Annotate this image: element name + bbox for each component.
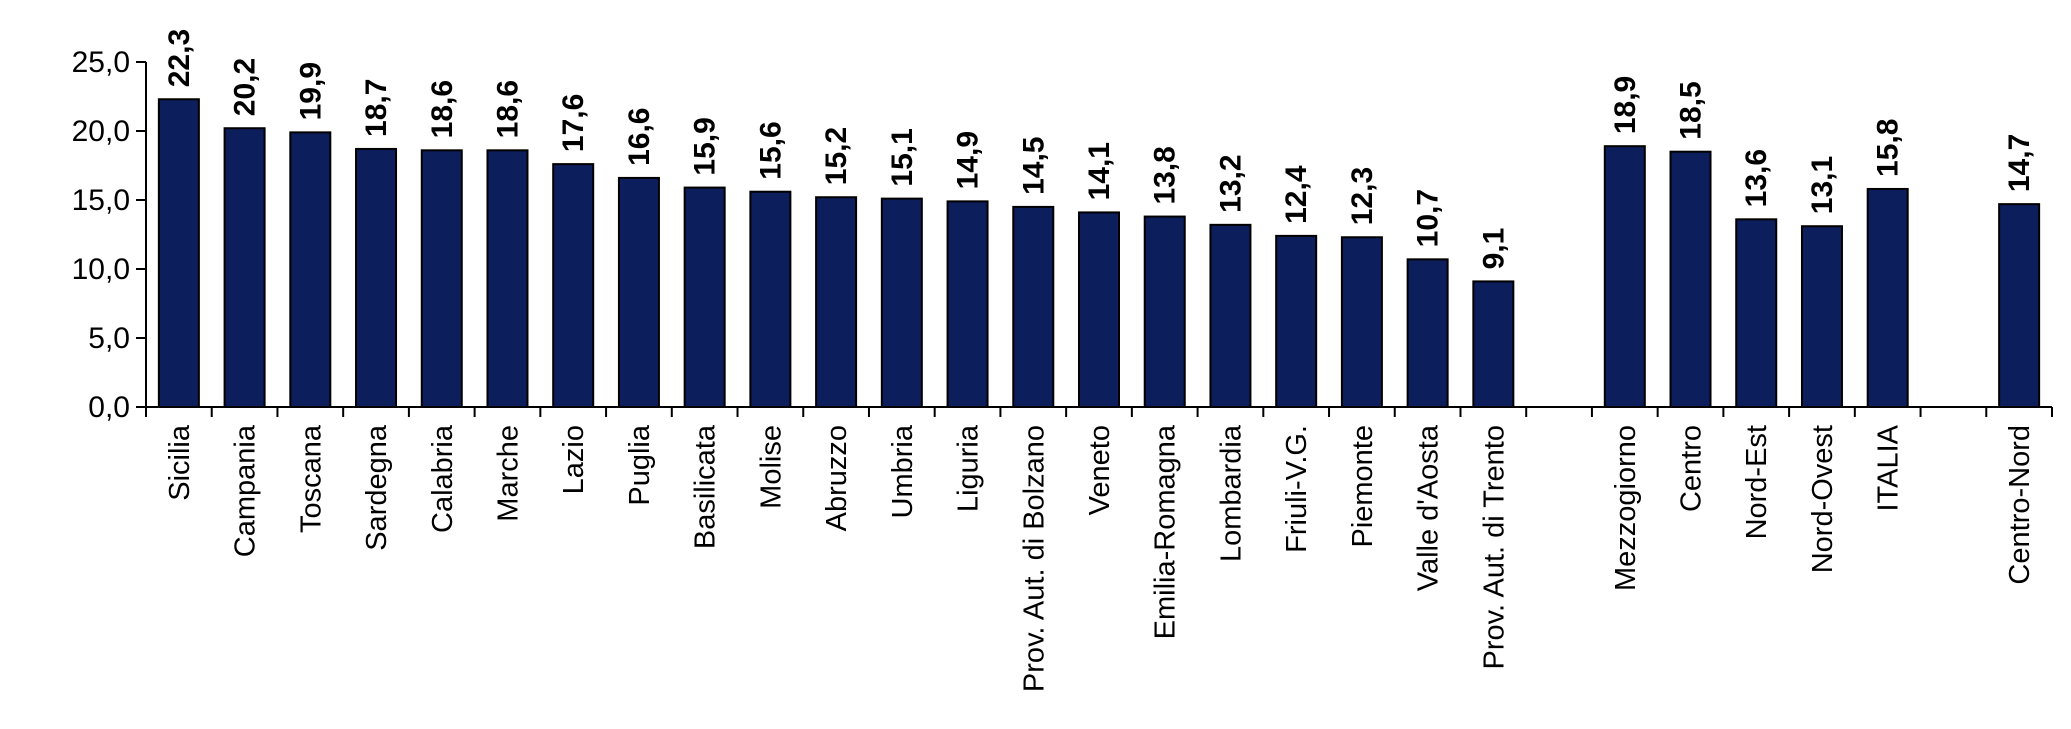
y-tick-label: 20,0	[72, 115, 130, 148]
bar	[289, 131, 332, 408]
data-label: 14,1	[1083, 142, 1116, 200]
category-label: Centro	[1676, 425, 1708, 512]
category-label: Sicilia	[164, 424, 196, 501]
bar	[355, 147, 398, 408]
data-label: 15,8	[1872, 119, 1905, 177]
data-label: 18,7	[360, 79, 393, 137]
category-label: Nord-Est	[1741, 425, 1773, 539]
bar	[1472, 280, 1515, 409]
bar	[683, 186, 726, 408]
category-label: Veneto	[1084, 425, 1116, 515]
data-label: 13,1	[1806, 156, 1839, 214]
data-label: 19,9	[294, 62, 327, 120]
data-label: 13,8	[1149, 146, 1182, 204]
category-label: Toscana	[295, 424, 327, 533]
data-label: 16,6	[623, 108, 656, 166]
category-label: Sardegna	[361, 424, 393, 551]
bar	[420, 149, 463, 408]
data-label: 12,4	[1280, 165, 1313, 224]
data-label: 18,6	[426, 80, 459, 138]
data-label: 17,6	[557, 94, 590, 152]
bar	[1012, 205, 1055, 408]
data-label: 14,9	[952, 131, 985, 189]
bar	[1998, 203, 2041, 408]
bar	[1143, 215, 1186, 408]
data-label: 20,2	[229, 58, 262, 116]
category-label: Friuli-V.G.	[1281, 425, 1313, 553]
bar	[1735, 218, 1778, 408]
category-label: Abruzzo	[821, 425, 853, 531]
category-label: Marche	[492, 425, 524, 522]
y-axis: 0,0 5,0 10,0 15,0 20,0 25,0	[72, 46, 147, 424]
bar	[1800, 225, 1843, 408]
bar	[552, 163, 595, 408]
category-label: Valle d'Aosta	[1413, 424, 1445, 591]
data-label: 15,2	[820, 127, 853, 185]
bar	[223, 127, 266, 409]
data-label: 9,1	[1477, 228, 1510, 270]
y-tick-label: 5,0	[88, 322, 130, 355]
bar	[946, 200, 989, 408]
bar	[1275, 234, 1318, 408]
category-labels-group: Sicilia Campania Toscana Sardegna Calabria Ma…	[164, 424, 2036, 692]
y-tick-label: 25,0	[72, 46, 130, 79]
bar	[815, 196, 858, 408]
data-label: 13,2	[1214, 154, 1247, 212]
category-label: Prov. Aut. di Bolzano	[1018, 425, 1050, 692]
category-label: Basilicata	[690, 424, 722, 549]
category-label: Lazio	[558, 425, 590, 494]
data-label: 13,6	[1740, 149, 1773, 207]
bar	[1866, 187, 1909, 408]
data-label: 14,7	[2003, 134, 2036, 192]
bar	[1209, 223, 1252, 408]
category-label: Centro-Nord	[2004, 425, 2036, 585]
y-tick-label: 15,0	[72, 184, 130, 217]
data-label: 12,3	[1346, 167, 1379, 225]
x-axis	[145, 406, 2053, 417]
data-labels-group: 22,3 20,2 19,9 18,7 18,6 18,6 17,6 16,6 15,9 15,6…	[163, 29, 2036, 270]
category-label: Liguria	[953, 424, 985, 512]
category-label: Nord-Ovest	[1807, 425, 1839, 573]
category-label: Molise	[755, 425, 787, 509]
data-label: 18,6	[491, 80, 524, 138]
bar	[880, 197, 923, 408]
bar	[1603, 145, 1646, 408]
category-label: Umbria	[887, 424, 919, 518]
data-label: 15,1	[886, 128, 919, 186]
bar	[157, 98, 200, 408]
category-label: Lombardia	[1215, 424, 1247, 562]
bar	[1340, 236, 1383, 408]
data-label: 22,3	[163, 29, 196, 87]
data-label: 10,7	[1412, 189, 1445, 247]
bar	[1669, 150, 1712, 408]
category-label: Emilia-Romagna	[1150, 424, 1182, 639]
category-label: Calabria	[427, 424, 459, 533]
category-label: Prov. Aut. di Trento	[1478, 425, 1510, 669]
bar	[749, 190, 792, 408]
category-label: Mezzogiorno	[1610, 425, 1642, 591]
data-label: 15,6	[754, 121, 787, 179]
bars-group	[157, 98, 2041, 409]
bar	[617, 176, 660, 408]
bar	[1406, 258, 1449, 408]
category-label: ITALIA	[1873, 424, 1905, 511]
category-label: Puglia	[624, 424, 656, 505]
y-tick-label: 10,0	[72, 253, 130, 286]
bar	[486, 149, 529, 408]
bar	[1078, 211, 1120, 408]
y-tick-label: 0,0	[88, 391, 130, 424]
data-label: 18,9	[1609, 76, 1642, 134]
category-label: Campania	[230, 424, 262, 557]
data-label: 14,5	[1017, 137, 1050, 195]
data-label: 18,5	[1675, 81, 1708, 139]
data-label: 15,9	[689, 117, 722, 175]
category-label: Piemonte	[1347, 425, 1379, 548]
